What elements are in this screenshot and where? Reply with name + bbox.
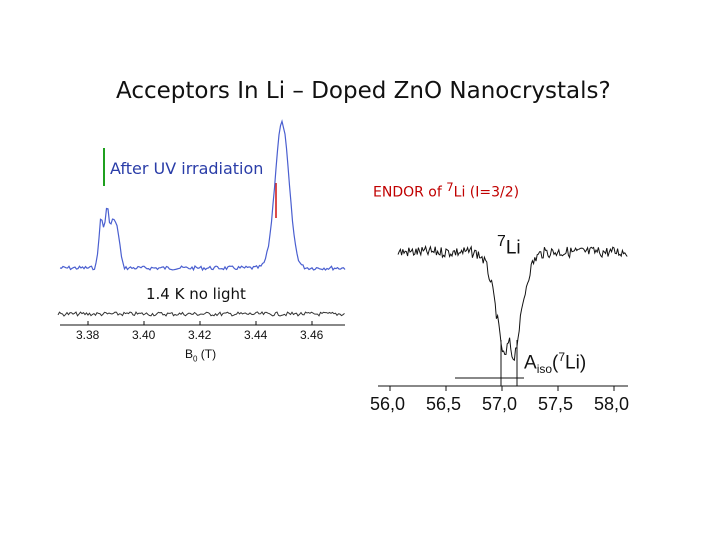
slide-title: Acceptors In Li – Doped ZnO Nanocrystals… xyxy=(116,78,611,104)
left-x-tick-label: 3.40 xyxy=(132,328,156,342)
b0-axis-label: B0 (T) xyxy=(185,347,216,363)
endor-suffix: Li (I=3/2) xyxy=(453,184,520,201)
left-x-tick-label: 3.46 xyxy=(300,328,324,342)
aiso-sub: iso xyxy=(536,362,553,377)
aiso-rest: Li) xyxy=(565,352,587,374)
left-x-tick-label: 3.44 xyxy=(244,328,268,342)
endor-sup: 7 xyxy=(446,180,454,194)
right-x-tick-label: 58,0 xyxy=(594,394,630,414)
aiso-label: Aiso(7Li) xyxy=(524,350,586,376)
no-light-label: 1.4 K no light xyxy=(146,285,246,303)
epr-spectrum-panel xyxy=(57,119,346,326)
endor-spectrum-trace xyxy=(397,244,628,362)
isotope-sup: 7 xyxy=(497,233,506,250)
b0-sub: 0 xyxy=(193,354,198,364)
no-light-spectrum-trace xyxy=(57,311,345,317)
endor-label: ENDOR of 7Li (I=3/2) xyxy=(373,180,519,201)
aiso-sup: 7 xyxy=(558,350,566,364)
aiso-paren: ( xyxy=(552,352,559,374)
isotope-main: Li xyxy=(505,237,521,259)
b0-main: B xyxy=(185,347,194,361)
endor-spectrum-panel xyxy=(378,244,628,391)
left-x-tick-label: 3.42 xyxy=(188,328,212,342)
right-x-tick-label: 57,0 xyxy=(482,394,518,414)
aiso-main: A xyxy=(524,352,537,374)
left-x-ticks xyxy=(87,321,313,325)
uv-spectrum-trace xyxy=(59,119,346,272)
right-x-ticks xyxy=(389,386,615,391)
uv-irradiation-label: After UV irradiation xyxy=(110,159,264,178)
b0-unit: (T) xyxy=(197,347,217,361)
isotope-label: 7Li xyxy=(497,233,521,259)
right-x-tick-label: 56,5 xyxy=(426,394,462,414)
right-x-tick-label: 56,0 xyxy=(370,394,406,414)
right-x-tick-label: 57,5 xyxy=(538,394,574,414)
left-x-tick-label: 3.38 xyxy=(76,328,100,342)
endor-prefix: ENDOR of xyxy=(373,184,447,201)
